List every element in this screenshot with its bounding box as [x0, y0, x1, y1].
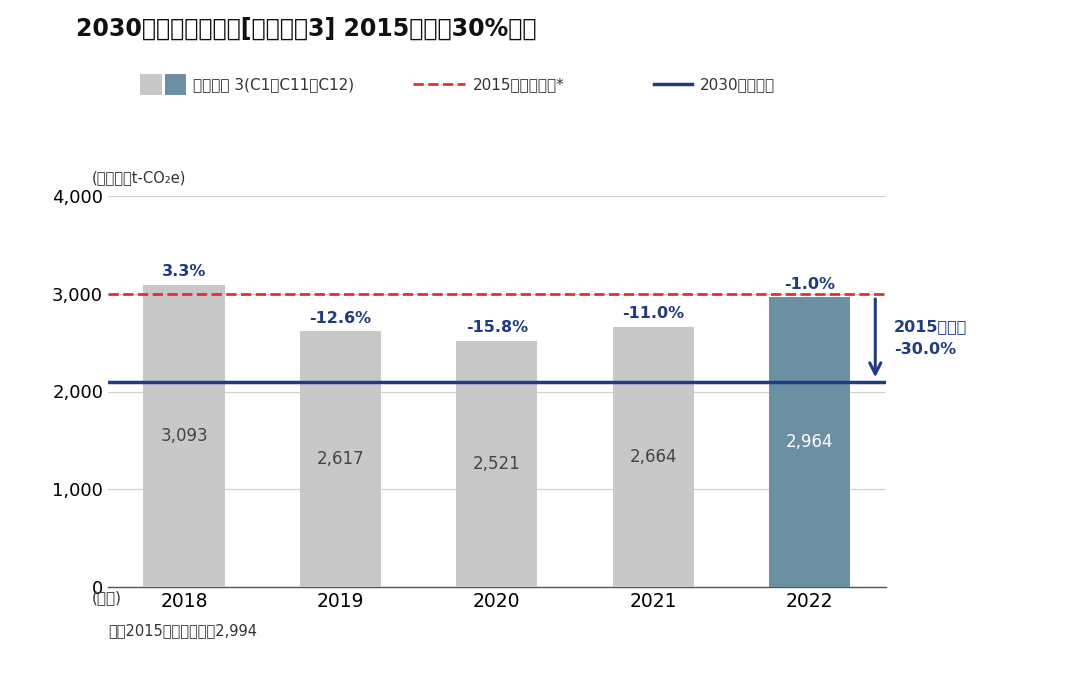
- Text: (年度): (年度): [92, 591, 122, 605]
- Bar: [144, 285, 225, 587]
- Text: -12.6%: -12.6%: [309, 310, 372, 326]
- Text: ＊：2015年度排出量　2,994: ＊：2015年度排出量 2,994: [108, 623, 257, 638]
- Bar: [612, 327, 693, 587]
- Text: 2,664: 2,664: [630, 448, 677, 466]
- Bar: [164, 74, 186, 95]
- Text: -11.0%: -11.0%: [622, 306, 685, 321]
- Bar: [140, 74, 162, 95]
- Text: 2,617: 2,617: [316, 450, 364, 468]
- Text: 3,093: 3,093: [160, 427, 207, 445]
- Text: 2015年度比: 2015年度比: [894, 319, 968, 334]
- Text: -30.0%: -30.0%: [894, 342, 956, 357]
- Text: 2030年度目標: 2030年度目標: [700, 77, 775, 92]
- Text: -1.0%: -1.0%: [784, 277, 835, 292]
- Text: 2030年度中期目標　[スコープ3] 2015年度比30%削減: 2030年度中期目標 [スコープ3] 2015年度比30%削減: [76, 17, 536, 41]
- Bar: [300, 331, 381, 587]
- Text: -15.8%: -15.8%: [465, 320, 528, 335]
- Text: 2,964: 2,964: [786, 433, 834, 451]
- Text: 3.3%: 3.3%: [162, 264, 206, 279]
- Text: スコープ 3(C1・C11・C12): スコープ 3(C1・C11・C12): [193, 77, 354, 92]
- Text: 2,521: 2,521: [473, 455, 521, 473]
- Bar: [769, 297, 850, 587]
- Bar: [456, 340, 538, 587]
- Text: (単位：千t-CO₂e): (単位：千t-CO₂e): [92, 171, 186, 186]
- Text: 2015年度排出量*: 2015年度排出量*: [473, 77, 565, 92]
